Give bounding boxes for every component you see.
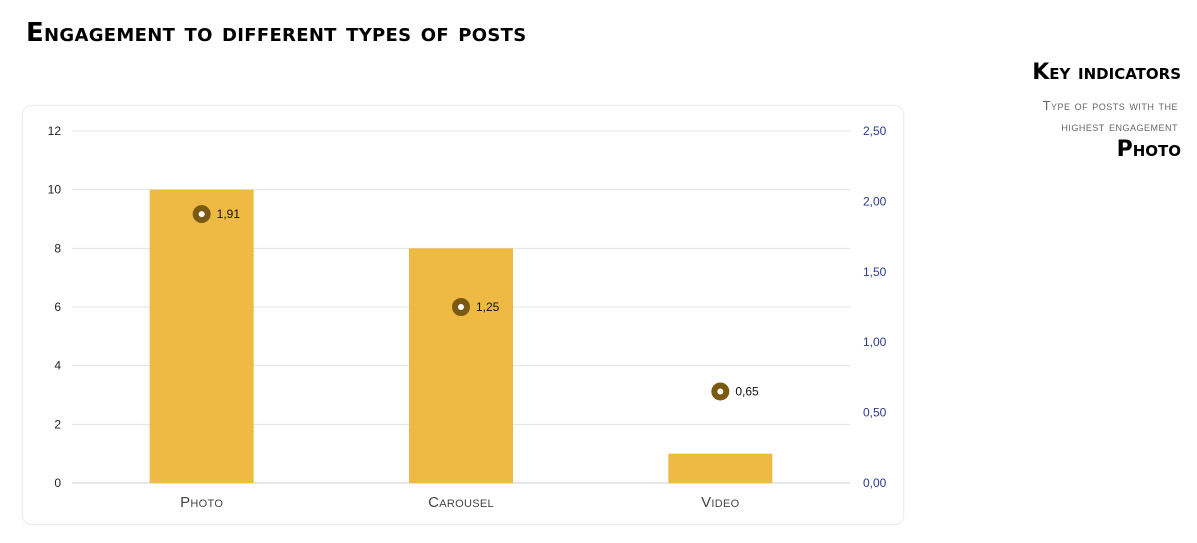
key-indicators-heading: Key indicators (1032, 60, 1181, 85)
category-label: Video (701, 494, 740, 511)
key-indicator-label-line1: Type of posts with the (1042, 98, 1178, 113)
bar-photo (149, 189, 254, 483)
page-title: Engagement to different types of posts (26, 18, 527, 48)
bar-video (668, 453, 773, 483)
right-axis-tick-label: 2,00 (863, 194, 887, 208)
marker-center (198, 211, 205, 218)
marker-center (717, 388, 724, 395)
right-axis-tick-label: 2,50 (863, 124, 887, 138)
left-axis-tick-label: 10 (48, 183, 62, 197)
bar-carousel (409, 248, 513, 483)
category-label: Photo (180, 494, 223, 511)
left-axis-tick-label: 2 (54, 417, 61, 431)
marker-center (458, 304, 464, 310)
left-axis-tick-label: 12 (48, 124, 62, 138)
left-axis-tick-label: 4 (54, 359, 61, 373)
right-axis-tick-label: 0,50 (863, 406, 887, 420)
right-axis-tick-label: 0,00 (863, 476, 887, 490)
right-axis-tick-label: 1,00 (863, 335, 887, 349)
left-axis-tick-label: 0 (54, 476, 61, 490)
data-label: 0,65 (735, 384, 759, 398)
left-axis-tick-label: 6 (54, 300, 61, 314)
key-indicator-value: Photo (1116, 137, 1181, 162)
right-axis-tick-label: 1,50 (863, 265, 887, 279)
data-label: 1,91 (217, 207, 241, 221)
left-axis-tick-label: 8 (54, 241, 61, 255)
category-label: Carousel (428, 494, 494, 511)
key-indicator-label: Type of posts with the highest engagemen… (861, 95, 1178, 137)
key-indicator-label-line2: highest engagement (1061, 119, 1178, 134)
data-label: 1,25 (476, 300, 500, 314)
key-indicators-panel: Key indicators Type of posts with the hi… (861, 60, 1181, 162)
